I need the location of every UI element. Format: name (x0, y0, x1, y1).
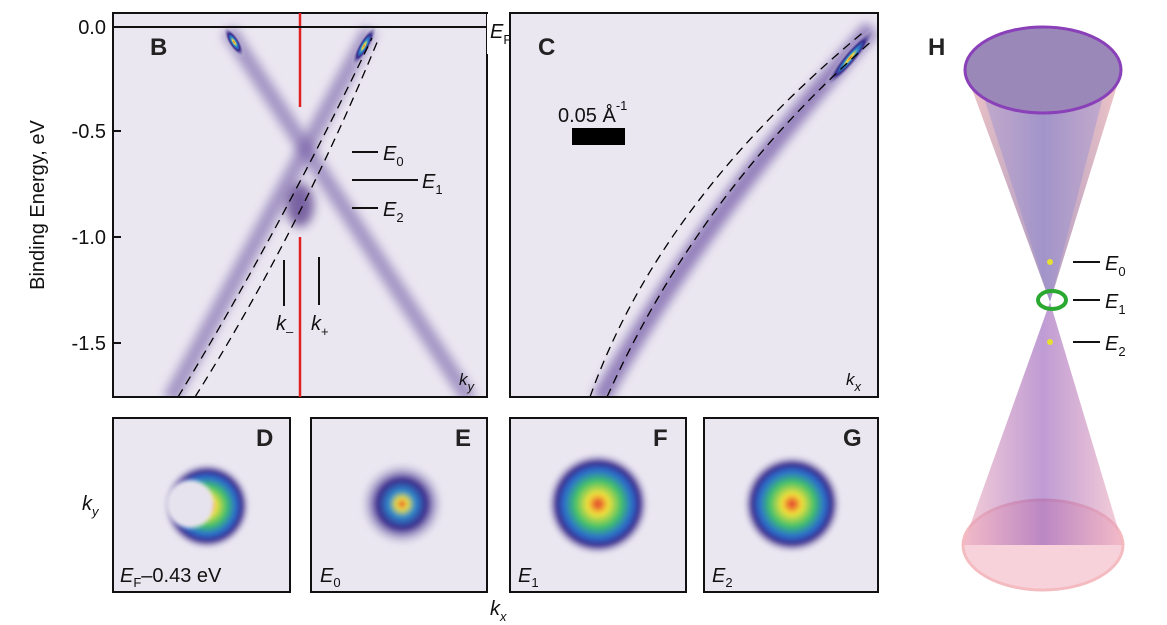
panel-c-image (510, 13, 881, 400)
text-part: x (499, 609, 507, 624)
text-part: 1 (531, 575, 538, 590)
graphic (742, 454, 842, 554)
text-part: 2 (1118, 344, 1125, 359)
text-part: E (518, 565, 532, 587)
text-part: 0 (333, 575, 340, 590)
dirac-cone (963, 27, 1123, 590)
text-part: –0.43 eV (141, 565, 222, 587)
y-tick-label: -0.5 (72, 121, 106, 143)
graphic (965, 27, 1121, 113)
graphic (286, 183, 314, 227)
panel-label: D (256, 425, 273, 452)
scale-bar (572, 128, 625, 145)
panel-label: G (843, 425, 862, 452)
text-part: + (321, 324, 329, 339)
text-part: E (383, 199, 397, 221)
panel-label: B (150, 34, 167, 61)
y-ticks: 0.0 -0.5 -1.0 -1.5 (72, 17, 106, 355)
text-part: 1 (1118, 302, 1125, 317)
axis-label: ky (82, 493, 100, 519)
graphic (1073, 262, 1100, 342)
y-tick-label: -1.5 (72, 333, 106, 355)
text-part: 2 (725, 575, 732, 590)
panel-label: H (928, 34, 945, 61)
graphic (166, 480, 214, 528)
graphic (546, 452, 650, 556)
graphic (1047, 259, 1053, 265)
text-part: E (383, 143, 397, 165)
graphic (1047, 339, 1053, 345)
text-part: -1 (616, 98, 628, 113)
page: {"axis":{"label":"Binding Energy, eV","t… (0, 0, 1167, 625)
text-part: y (91, 504, 100, 519)
text-part: E (1105, 333, 1119, 355)
figure: Binding Energy, eV 0.0 -0.5 -1.0 -1.5 EF… (0, 0, 1167, 625)
text-part: E (422, 171, 436, 193)
energy-label: E0 (1105, 253, 1126, 279)
text-part: E (120, 565, 134, 587)
y-tick-label: 0.0 (78, 17, 106, 39)
text-part: 1 (435, 182, 442, 197)
panel-label: E (455, 425, 471, 452)
text-part: F (133, 575, 141, 590)
text-part: E (490, 21, 504, 43)
graphic (358, 460, 446, 548)
text-part: x (854, 379, 862, 394)
axis-label: kx (490, 598, 507, 624)
text-part: E (320, 565, 334, 587)
text-part: E (1105, 253, 1119, 275)
panel-label: C (538, 34, 555, 61)
y-tick-label: -1.0 (72, 227, 106, 249)
energy-label: E1 (1105, 291, 1126, 317)
text-part: – (286, 324, 294, 339)
graphic (963, 302, 1123, 545)
text-part: 0 (396, 154, 403, 169)
text-part: E (1105, 291, 1119, 313)
y-axis-label: Binding Energy, eV (27, 119, 49, 289)
text-part: E (712, 565, 726, 587)
text-part: 2 (396, 210, 403, 225)
text-part: 0 (1118, 264, 1125, 279)
energy-label: E2 (1105, 333, 1126, 359)
text-part: 0.05 Å (558, 104, 616, 127)
panel-label: F (653, 425, 668, 452)
